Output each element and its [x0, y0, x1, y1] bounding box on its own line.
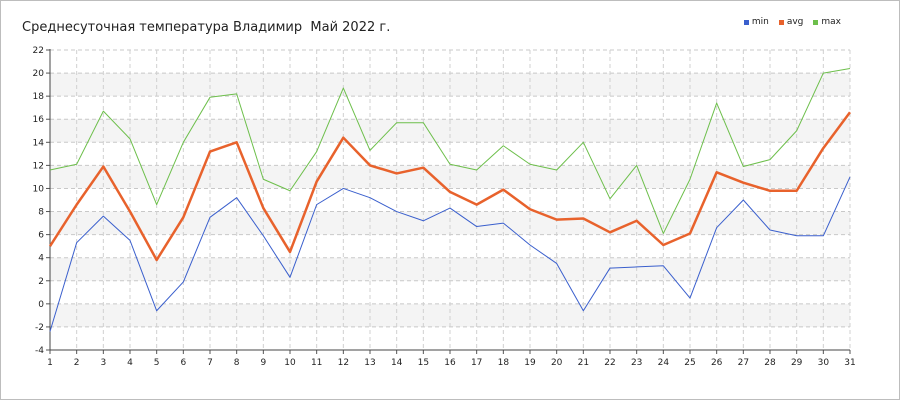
- x-tick-label: 9: [260, 358, 266, 368]
- x-tick-label: 11: [311, 358, 322, 368]
- x-tick-label: 26: [711, 358, 723, 368]
- x-tick-label: 31: [844, 358, 855, 368]
- x-tick-label: 1: [47, 358, 53, 368]
- x-tick-label: 28: [764, 358, 776, 368]
- y-tick-label: 0: [38, 300, 44, 310]
- grid-band: [50, 73, 850, 97]
- y-tick-label: 8: [38, 208, 44, 218]
- y-tick-label: 20: [33, 69, 45, 79]
- x-tick-label: 17: [471, 358, 482, 368]
- x-tick-label: 21: [578, 358, 589, 368]
- x-tick-label: 22: [604, 358, 615, 368]
- x-tick-label: 23: [631, 358, 642, 368]
- x-tick-label: 15: [418, 358, 429, 368]
- x-tick-label: 5: [154, 358, 160, 368]
- x-tick-label: 16: [444, 358, 456, 368]
- legend-item-min: min: [743, 17, 769, 27]
- legend-label-min: min: [751, 17, 769, 27]
- x-tick-label: 14: [391, 358, 403, 368]
- y-tick-label: 18: [33, 92, 45, 102]
- x-tick-label: 6: [180, 358, 186, 368]
- y-tick-label: 22: [33, 46, 44, 56]
- y-tick-label: 6: [38, 231, 44, 241]
- x-tick-label: 12: [338, 358, 349, 368]
- x-tick-label: 20: [551, 358, 563, 368]
- legend-swatch-min: [743, 19, 749, 25]
- y-tick-label: 14: [33, 138, 45, 148]
- legend-item-max: max: [813, 17, 841, 27]
- x-tick-label: 13: [364, 358, 375, 368]
- legend-label-max: max: [821, 17, 841, 27]
- series-line-min: [49, 176, 851, 332]
- x-tick-label: 27: [738, 358, 749, 368]
- x-tick-label: 10: [284, 358, 296, 368]
- chart-title: Среднесуточная температура Владимир Май …: [22, 20, 391, 35]
- x-tick-label: 4: [127, 358, 133, 368]
- legend-swatch-avg: [778, 19, 784, 25]
- x-tick-label: 3: [100, 358, 106, 368]
- x-tick-label: 25: [684, 358, 695, 368]
- series-line-avg: [48, 111, 852, 262]
- x-tick-label: 7: [207, 358, 213, 368]
- x-tick-label: 19: [524, 358, 536, 368]
- y-tick-label: 2: [38, 277, 44, 287]
- series-line-max: [49, 67, 851, 234]
- x-tick-label: 29: [791, 358, 803, 368]
- legend: min avg max: [743, 17, 841, 27]
- y-tick-label: 4: [38, 254, 44, 264]
- x-tick-label: 24: [658, 358, 670, 368]
- legend-swatch-max: [813, 19, 819, 25]
- legend-item-avg: avg: [778, 17, 804, 27]
- x-tick-label: 30: [818, 358, 830, 368]
- x-tick-label: 2: [74, 358, 80, 368]
- y-tick-label: 12: [33, 161, 44, 171]
- legend-label-avg: avg: [786, 17, 804, 27]
- y-tick-label: -2: [35, 323, 44, 333]
- y-tick-label: 16: [33, 115, 45, 125]
- grid-band: [50, 303, 850, 327]
- y-tick-label: -4: [35, 346, 44, 356]
- x-tick-label: 18: [498, 358, 510, 368]
- x-tick-label: 8: [234, 358, 240, 368]
- y-tick-label: 10: [33, 184, 45, 194]
